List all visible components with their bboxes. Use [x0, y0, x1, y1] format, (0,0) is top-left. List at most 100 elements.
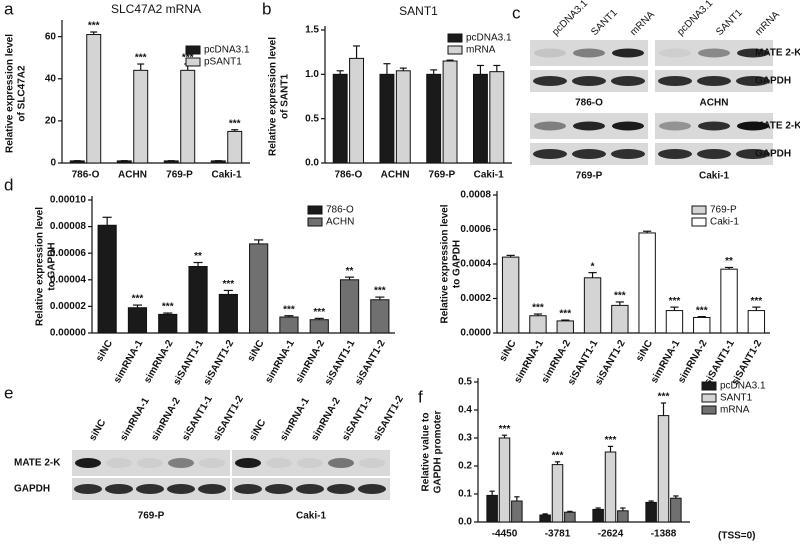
- lane-label: simRNA-1: [278, 396, 312, 443]
- cell-line-label: 769-P: [138, 511, 165, 522]
- cell-line-label: ACHN: [700, 98, 729, 109]
- bar: [472, 73, 488, 164]
- blot-band: [358, 484, 386, 494]
- y-axis-label: GAPDH promoter: [433, 411, 444, 494]
- blot-band: [659, 121, 691, 131]
- blot-band: [611, 149, 645, 159]
- bar: [133, 69, 149, 164]
- bar: [604, 451, 617, 523]
- legend-label: mRNA: [720, 405, 750, 416]
- y-tick-label: 0.00006: [50, 248, 87, 259]
- x-tick-label: siSANT1-1: [323, 338, 358, 387]
- x-tick-label: siNC: [246, 338, 267, 363]
- y-tick-label: 0.00002: [50, 301, 87, 312]
- panel-letter: e: [4, 383, 13, 402]
- y-tick-label: 0.00010: [50, 195, 87, 206]
- legend-swatch: [691, 205, 707, 215]
- significance-label: ***: [614, 291, 626, 302]
- x-tick-label: 786-O: [72, 170, 100, 181]
- blot-band: [168, 458, 194, 468]
- legend-swatch: [691, 217, 707, 227]
- blot-band: [106, 458, 132, 468]
- blot-band: [297, 458, 323, 468]
- cell-line-label: 769-P: [576, 171, 603, 182]
- y-tick-label: 0.00000: [50, 328, 87, 339]
- bar: [218, 293, 238, 334]
- x-tick-label: simRNA-1: [112, 338, 146, 385]
- blot-band: [611, 76, 645, 86]
- bar: [370, 299, 390, 334]
- legend-label: ACHN: [326, 217, 354, 228]
- blot-band: [572, 149, 606, 159]
- x-tick-label: siSANT1-2: [202, 338, 237, 387]
- bar: [395, 70, 411, 164]
- x-tick-label: siNC: [498, 338, 519, 363]
- bar: [529, 315, 547, 334]
- y-tick-label: 0.00004: [50, 274, 87, 285]
- bar: [489, 71, 505, 164]
- lane-label: mRNA: [753, 9, 782, 38]
- x-tick-label: -4450: [492, 529, 518, 540]
- panel-letter: b: [262, 0, 271, 18]
- blot-band: [533, 76, 567, 86]
- bar: [657, 415, 670, 523]
- annotation: (TSS=0): [718, 531, 756, 542]
- bar: [638, 232, 656, 334]
- significance-label: *: [591, 261, 595, 272]
- y-tick-label: 0.5: [305, 113, 319, 124]
- x-tick-label: -3781: [545, 529, 571, 540]
- blot-band: [198, 484, 226, 494]
- bar: [556, 320, 574, 334]
- bar: [379, 73, 395, 164]
- significance-label: ***: [229, 118, 241, 129]
- blot-band: [235, 458, 261, 468]
- blot-band: [136, 484, 164, 494]
- legend-label: pSANT1: [204, 57, 242, 68]
- lane-label: simRNA-2: [149, 396, 183, 443]
- bar: [188, 266, 208, 334]
- lane-label: siSANT1-2: [371, 394, 406, 443]
- y-axis-label: of SLC47A2: [17, 65, 28, 122]
- y-tick-label: 0.0006: [460, 224, 491, 235]
- bar: [551, 464, 564, 523]
- blot-band: [736, 149, 770, 159]
- bar: [158, 313, 178, 334]
- bar: [97, 224, 117, 334]
- blot-band: [658, 76, 692, 86]
- legend-swatch: [701, 405, 717, 415]
- significance-label: **: [194, 251, 202, 262]
- y-tick-label: 0.0004: [460, 259, 491, 270]
- bar: [564, 511, 576, 523]
- x-tick-label: simRNA-2: [142, 338, 176, 385]
- significance-label: ***: [696, 305, 708, 316]
- significance-label: ***: [669, 296, 681, 307]
- blot-band: [296, 484, 324, 494]
- y-axis-label: Relative expression level: [5, 34, 16, 153]
- y-tick-label: 0: [50, 158, 56, 169]
- bar: [539, 514, 551, 523]
- lane-label: pcDNA3.1: [550, 0, 590, 38]
- legend-label: pcDNA3.1: [204, 45, 250, 56]
- x-tick-label: siNC: [94, 338, 115, 363]
- protein-label: MATE 2-K: [755, 48, 800, 59]
- y-axis-label: Relative expression level: [35, 207, 46, 326]
- y-tick-label: 0.0002: [460, 293, 491, 304]
- blot-band: [698, 48, 730, 58]
- blot-band: [612, 48, 644, 58]
- blot-band: [697, 76, 731, 86]
- legend-swatch: [447, 45, 463, 55]
- blot-band: [327, 484, 355, 494]
- significance-label: ***: [552, 450, 564, 461]
- legend-swatch: [185, 45, 201, 55]
- cell-line-label: 786-O: [575, 98, 603, 109]
- x-tick-label: siSANT1-2: [353, 338, 388, 387]
- x-tick-label: 769-P: [166, 170, 193, 181]
- significance-label: ***: [559, 309, 571, 320]
- significance-label: **: [346, 266, 354, 277]
- x-tick-label: simRNA-2: [294, 338, 328, 385]
- y-axis-label: of SANT1: [280, 74, 291, 119]
- significance-label: ***: [605, 435, 617, 446]
- blot-band: [266, 458, 292, 468]
- blot-band: [698, 121, 730, 131]
